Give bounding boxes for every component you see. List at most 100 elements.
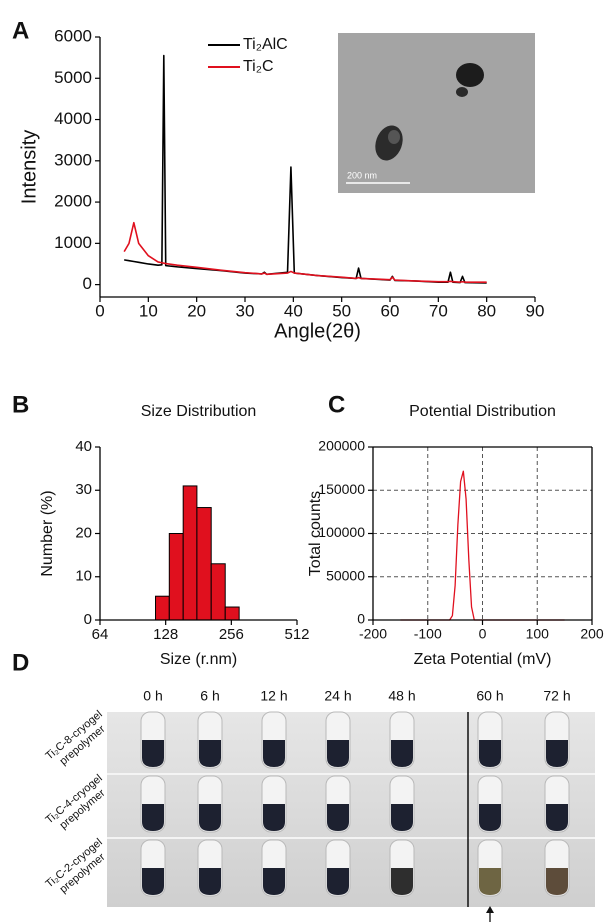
- vial-liquid: [263, 740, 285, 767]
- bar: [210, 563, 226, 621]
- x-tick-label: 10: [139, 301, 158, 320]
- row-label: Ti₂C-8-cryogelprepolymer: [43, 708, 113, 772]
- x-tick-label: 40: [284, 301, 303, 320]
- y-axis-label: Total counts: [307, 491, 324, 576]
- vial-liquid: [327, 740, 349, 767]
- vial-liquid: [391, 868, 413, 895]
- panel-letter: A: [12, 17, 29, 44]
- time-label: 72 h: [543, 688, 570, 704]
- bar: [196, 507, 212, 621]
- chart-title: Potential Distribution: [409, 403, 556, 420]
- legend-label: Ti₂C: [243, 58, 274, 75]
- x-tick-label: 64: [92, 626, 109, 643]
- y-tick-label: 5000: [54, 68, 92, 87]
- y-tick-label: 20: [75, 524, 92, 541]
- chart-title: Size Distribution: [141, 403, 257, 420]
- time-label: 60 h: [476, 688, 503, 704]
- vial-liquid: [479, 868, 501, 895]
- data-line: [400, 470, 565, 621]
- arrow-head: [486, 906, 494, 913]
- row-label: Ti₂C-2-cryogelprepolymer: [43, 836, 113, 900]
- bar: [182, 485, 198, 621]
- data-line: [124, 54, 487, 284]
- x-tick-label: 70: [429, 301, 448, 320]
- y-tick-label: 100000: [318, 524, 365, 540]
- x-tick-label: 20: [187, 301, 206, 320]
- vial-liquid: [199, 804, 221, 831]
- bar: [155, 595, 170, 621]
- x-tick-label: 50: [332, 301, 351, 320]
- data-line: [123, 221, 487, 283]
- x-tick-label: 0: [95, 301, 104, 320]
- x-axis-label: Angle(2θ): [274, 320, 361, 342]
- y-tick-label: 150000: [318, 481, 365, 497]
- vial-liquid: [327, 804, 349, 831]
- vial-liquid: [199, 740, 221, 767]
- particle: [388, 130, 400, 144]
- y-tick-label: 2000: [54, 192, 92, 211]
- vial-liquid: [199, 868, 221, 895]
- y-tick-label: 6000: [54, 26, 92, 45]
- x-tick-label: 256: [219, 626, 244, 643]
- y-tick-label: 40: [75, 438, 92, 455]
- tem-glow: [338, 33, 535, 193]
- bar: [168, 533, 184, 621]
- vial-liquid: [391, 804, 413, 831]
- particle: [456, 87, 468, 97]
- y-tick-label: 0: [84, 611, 92, 628]
- vial-liquid: [327, 868, 349, 895]
- x-tick-label: 512: [284, 626, 309, 643]
- time-label: 0 h: [143, 688, 162, 704]
- time-label: 24 h: [324, 688, 351, 704]
- vial-liquid: [479, 740, 501, 767]
- x-tick-label: 200: [580, 626, 604, 642]
- y-tick-label: 30: [75, 481, 92, 498]
- panel-letter: C: [328, 391, 345, 418]
- x-tick-label: 0: [479, 626, 487, 642]
- y-axis-label: Number (%): [39, 490, 56, 576]
- vial-liquid: [479, 804, 501, 831]
- vial-liquid: [142, 740, 164, 767]
- y-tick-label: 1000: [54, 233, 92, 252]
- x-tick-label: 90: [526, 301, 545, 320]
- x-tick-label: 60: [381, 301, 400, 320]
- vial-liquid: [546, 804, 568, 831]
- legend-label: Ti₂AlC: [243, 36, 288, 53]
- y-tick-label: 200000: [318, 438, 365, 454]
- time-label: 48 h: [388, 688, 415, 704]
- tem-inset: [338, 33, 535, 193]
- x-tick-label: 100: [526, 626, 550, 642]
- bar: [224, 606, 240, 621]
- vial-liquid: [546, 868, 568, 895]
- y-tick-label: 4000: [54, 109, 92, 128]
- row-label: Ti₂C-4-cryogelprepolymer: [43, 772, 113, 836]
- vial-liquid: [391, 740, 413, 767]
- particle: [456, 63, 484, 87]
- vial-liquid: [263, 868, 285, 895]
- y-tick-label: 10: [75, 568, 92, 585]
- vial-liquid: [142, 868, 164, 895]
- vial-liquid: [142, 804, 164, 831]
- time-label: 6 h: [200, 688, 219, 704]
- vial-liquid: [546, 740, 568, 767]
- y-tick-label: 0: [357, 611, 365, 627]
- panel-letter: D: [12, 649, 29, 676]
- x-tick-label: 30: [236, 301, 255, 320]
- x-tick-label: -100: [414, 626, 442, 642]
- x-axis-label: Size (r.nm): [160, 651, 237, 668]
- x-axis-label: Zeta Potential (mV): [414, 651, 552, 668]
- photo-strip: [107, 712, 595, 907]
- vial-liquid: [263, 804, 285, 831]
- x-tick-label: 128: [153, 626, 178, 643]
- y-axis-label: Intensity: [18, 130, 40, 204]
- y-tick-label: 3000: [54, 150, 92, 169]
- x-tick-label: 80: [477, 301, 496, 320]
- x-tick-label: -200: [359, 626, 387, 642]
- y-tick-label: 50000: [326, 567, 365, 583]
- scale-bar-label: 200 nm: [347, 170, 377, 180]
- panel-letter: B: [12, 391, 29, 418]
- time-label: 12 h: [260, 688, 287, 704]
- y-tick-label: 0: [83, 274, 92, 293]
